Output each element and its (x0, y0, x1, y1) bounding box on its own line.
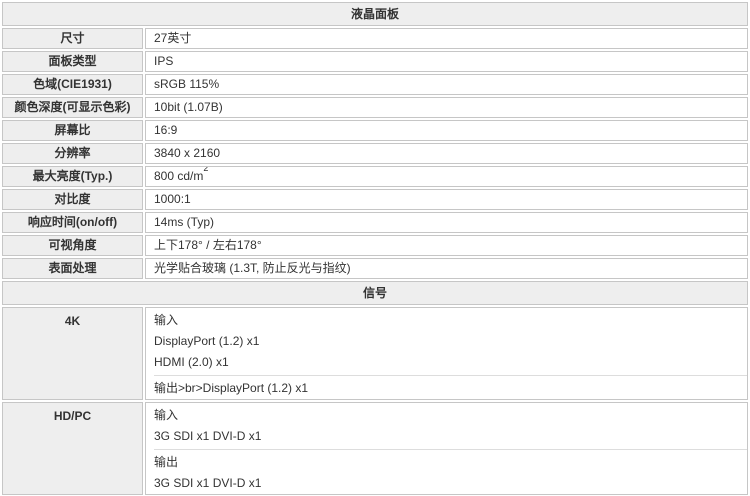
section-header-signal: 信号 (2, 281, 748, 305)
row-hd-pc: HD/PC 输入 3G SDI x1 DVI-D x1 输出 3G SDI x1… (2, 402, 748, 495)
row-color-gamut: 色域(CIE1931) sRGB 115% (2, 74, 748, 95)
spec-value-text: 上下178° / 左右178° (154, 238, 262, 252)
spec-label-resolution: 分辨率 (2, 143, 143, 164)
spec-value-panel-type: IPS (145, 51, 748, 72)
spec-label-panel-type: 面板类型 (2, 51, 143, 72)
spec-label-color-depth: 颜色深度(可显示色彩) (2, 97, 143, 118)
row-viewing-angle: 可视角度 上下178° / 左右178° (2, 235, 748, 256)
separator-line (154, 375, 747, 376)
spec-label-contrast: 对比度 (2, 189, 143, 210)
spec-value-text: 800 cd/m (154, 169, 204, 183)
spec-value-text: 16:9 (154, 123, 178, 137)
spec-value-size: 27英寸 (145, 28, 748, 49)
spec-label-size: 尺寸 (2, 28, 143, 49)
spec-label-color-gamut: 色域(CIE1931) (2, 74, 143, 95)
spec-value-color-depth: 10bit (1.07B) (145, 97, 748, 118)
spec-label-hd-pc: HD/PC (2, 402, 143, 495)
row-4k: 4K 输入 DisplayPort (1.2) x1 HDMI (2.0) x1… (2, 307, 748, 400)
spec-value-surface-treatment: 光学贴合玻璃 (1.3T, 防止反光与指纹) (145, 258, 748, 279)
spec-value-color-gamut: sRGB 115% (145, 74, 748, 95)
section-row-lcd-panel: 液晶面板 (2, 2, 748, 26)
spec-value-aspect-ratio: 16:9 (145, 120, 748, 141)
row-color-depth: 颜色深度(可显示色彩) 10bit (1.07B) (2, 97, 748, 118)
spec-label-surface-treatment: 表面处理 (2, 258, 143, 279)
spec-label-aspect-ratio: 屏幕比 (2, 120, 143, 141)
spec-value-resolution: 3840 x 2160 (145, 143, 748, 164)
signal-line: DisplayPort (1.2) x1 (154, 334, 260, 348)
spec-value-max-brightness: 800 cd/m2 (145, 166, 748, 187)
row-surface-treatment: 表面处理 光学贴合玻璃 (1.3T, 防止反光与指纹) (2, 258, 748, 279)
spec-value-text: sRGB 115% (154, 77, 220, 91)
row-resolution: 分辨率 3840 x 2160 (2, 143, 748, 164)
spec-value-text: 3840 x 2160 (154, 146, 221, 160)
signal-line: 输入 (154, 408, 179, 422)
spec-value-text: 27英寸 (154, 31, 192, 45)
row-max-brightness: 最大亮度(Typ.) 800 cd/m2 (2, 166, 748, 187)
signal-line: 输出 (154, 455, 179, 469)
signal-line: HDMI (2.0) x1 (154, 355, 229, 369)
spec-label-response-time: 响应时间(on/off) (2, 212, 143, 233)
spec-value-hd-pc: 输入 3G SDI x1 DVI-D x1 输出 3G SDI x1 DVI-D… (145, 402, 748, 495)
spec-value-text: 10bit (1.07B) (154, 100, 223, 114)
spec-label-max-brightness: 最大亮度(Typ.) (2, 166, 143, 187)
spec-label-viewing-angle: 可视角度 (2, 235, 143, 256)
spec-value-text: 1000:1 (154, 192, 191, 206)
section-row-signal: 信号 (2, 281, 748, 305)
spec-value-text: IPS (154, 54, 174, 68)
row-panel-type: 面板类型 IPS (2, 51, 748, 72)
signal-line: 输入 (154, 313, 179, 327)
spec-value-text: 14ms (Typ) (154, 215, 215, 229)
section-header-lcd-panel: 液晶面板 (2, 2, 748, 26)
row-size: 尺寸 27英寸 (2, 28, 748, 49)
spec-value-text: 光学贴合玻璃 (1.3T, 防止反光与指纹) (154, 261, 351, 275)
signal-line: 3G SDI x1 DVI-D x1 (154, 476, 262, 490)
spec-label-4k: 4K (2, 307, 143, 400)
signal-line: 3G SDI x1 DVI-D x1 (154, 429, 262, 443)
signal-line: 输出>br>DisplayPort (1.2) x1 (154, 381, 309, 395)
spec-value-4k: 输入 DisplayPort (1.2) x1 HDMI (2.0) x1 输出… (145, 307, 748, 400)
row-contrast: 对比度 1000:1 (2, 189, 748, 210)
spec-value-viewing-angle: 上下178° / 左右178° (145, 235, 748, 256)
row-aspect-ratio: 屏幕比 16:9 (2, 120, 748, 141)
spec-value-response-time: 14ms (Typ) (145, 212, 748, 233)
spec-value-contrast: 1000:1 (145, 189, 748, 210)
separator-line (154, 449, 747, 450)
row-response-time: 响应时间(on/off) 14ms (Typ) (2, 212, 748, 233)
superscript-unit: 2 (203, 166, 209, 173)
